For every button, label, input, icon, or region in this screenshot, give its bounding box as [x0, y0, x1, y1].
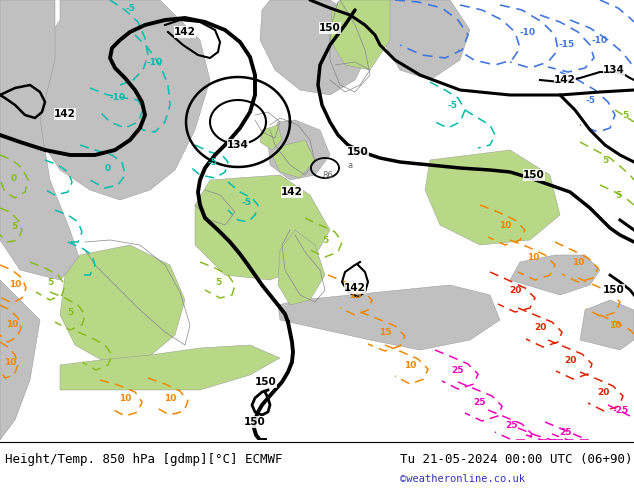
Text: 5: 5: [322, 236, 328, 245]
Polygon shape: [510, 255, 600, 295]
Text: 10: 10: [609, 320, 621, 329]
Text: 142: 142: [174, 27, 196, 37]
Text: 5: 5: [215, 277, 221, 287]
Text: 150: 150: [319, 23, 341, 33]
Polygon shape: [30, 0, 210, 200]
Text: 150: 150: [347, 147, 369, 157]
Polygon shape: [260, 0, 370, 95]
Text: 10: 10: [119, 393, 131, 402]
Text: 20: 20: [509, 286, 521, 294]
Text: 86: 86: [323, 171, 333, 179]
Text: 142: 142: [281, 187, 303, 197]
Text: 10: 10: [9, 279, 21, 289]
Text: Height/Temp. 850 hPa [gdmp][°C] ECMWF: Height/Temp. 850 hPa [gdmp][°C] ECMWF: [5, 452, 283, 466]
Text: 134: 134: [227, 140, 249, 150]
Text: 15: 15: [349, 291, 361, 299]
Text: 150: 150: [244, 417, 266, 427]
Polygon shape: [272, 140, 315, 178]
Polygon shape: [382, 0, 470, 80]
Text: -5: -5: [208, 157, 218, 167]
Text: 5: 5: [602, 155, 608, 165]
Text: 150: 150: [523, 170, 545, 180]
Text: 5: 5: [622, 111, 628, 120]
Text: 10: 10: [572, 258, 584, 267]
Text: 0: 0: [105, 164, 111, 172]
Text: 150: 150: [255, 377, 277, 387]
Text: 20: 20: [534, 322, 546, 332]
Text: 10: 10: [4, 358, 16, 367]
Polygon shape: [268, 120, 330, 180]
Text: 25: 25: [474, 397, 486, 407]
Text: 10: 10: [527, 252, 539, 262]
Polygon shape: [278, 230, 325, 305]
Polygon shape: [260, 125, 282, 150]
Text: 5: 5: [615, 191, 621, 199]
Text: 20: 20: [597, 388, 609, 396]
Text: -5: -5: [241, 197, 251, 206]
Text: -10: -10: [147, 57, 163, 67]
Text: 20: 20: [564, 356, 576, 365]
Text: 25: 25: [452, 366, 464, 374]
Text: 142: 142: [54, 109, 76, 119]
Text: ©weatheronline.co.uk: ©weatheronline.co.uk: [400, 474, 525, 484]
Text: 5: 5: [47, 277, 53, 287]
Polygon shape: [60, 245, 185, 362]
Text: 5: 5: [67, 308, 73, 317]
Text: a: a: [347, 161, 353, 170]
Polygon shape: [195, 175, 330, 280]
Text: -5: -5: [447, 100, 457, 109]
Polygon shape: [580, 300, 634, 350]
Text: 25: 25: [506, 420, 518, 430]
Text: 0: 0: [11, 173, 17, 182]
Text: 10: 10: [499, 220, 511, 229]
Text: -10: -10: [520, 27, 536, 36]
Polygon shape: [425, 150, 560, 245]
Text: 150: 150: [603, 285, 625, 295]
Text: Tu 21-05-2024 00:00 UTC (06+90): Tu 21-05-2024 00:00 UTC (06+90): [400, 452, 633, 466]
Text: 25: 25: [559, 427, 571, 437]
Polygon shape: [0, 280, 40, 440]
Text: -10: -10: [110, 93, 126, 101]
Text: -25: -25: [613, 406, 629, 415]
Text: 15: 15: [378, 327, 391, 337]
Text: -15: -15: [559, 40, 575, 49]
Text: -5: -5: [585, 96, 595, 104]
Text: 134: 134: [603, 65, 625, 75]
Polygon shape: [0, 0, 80, 280]
Text: 10: 10: [164, 393, 176, 402]
Text: 5: 5: [11, 221, 17, 230]
Text: 142: 142: [344, 283, 366, 293]
Text: 10: 10: [404, 361, 416, 369]
Text: 10: 10: [6, 319, 18, 328]
Text: -5: -5: [125, 3, 135, 13]
Polygon shape: [278, 285, 500, 350]
Polygon shape: [330, 0, 390, 70]
Polygon shape: [60, 345, 280, 390]
Text: -10: -10: [592, 35, 608, 45]
Text: 142: 142: [554, 75, 576, 85]
